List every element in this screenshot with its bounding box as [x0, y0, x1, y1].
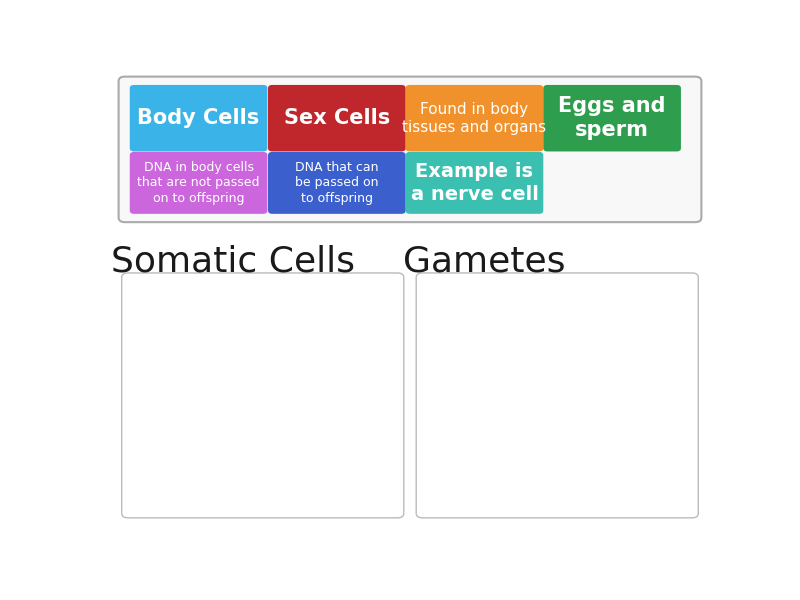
Text: Gametes: Gametes: [403, 244, 566, 278]
Text: Example is
a nerve cell: Example is a nerve cell: [410, 162, 538, 204]
Text: DNA that can
be passed on
to offspring: DNA that can be passed on to offspring: [295, 161, 378, 205]
Text: Body Cells: Body Cells: [138, 108, 260, 128]
FancyBboxPatch shape: [543, 85, 681, 151]
Text: Found in body
tissues and organs: Found in body tissues and organs: [402, 101, 546, 135]
FancyBboxPatch shape: [268, 152, 406, 214]
FancyBboxPatch shape: [406, 85, 543, 151]
FancyBboxPatch shape: [118, 77, 702, 222]
FancyBboxPatch shape: [130, 152, 267, 214]
FancyBboxPatch shape: [130, 85, 267, 151]
FancyBboxPatch shape: [268, 85, 406, 151]
Text: DNA in body cells
that are not passed
on to offspring: DNA in body cells that are not passed on…: [138, 161, 260, 205]
Text: Eggs and
sperm: Eggs and sperm: [558, 96, 666, 140]
Text: Sex Cells: Sex Cells: [284, 108, 390, 128]
FancyBboxPatch shape: [406, 152, 543, 214]
FancyBboxPatch shape: [416, 273, 698, 518]
FancyBboxPatch shape: [122, 273, 404, 518]
Text: Somatic Cells: Somatic Cells: [111, 244, 355, 278]
